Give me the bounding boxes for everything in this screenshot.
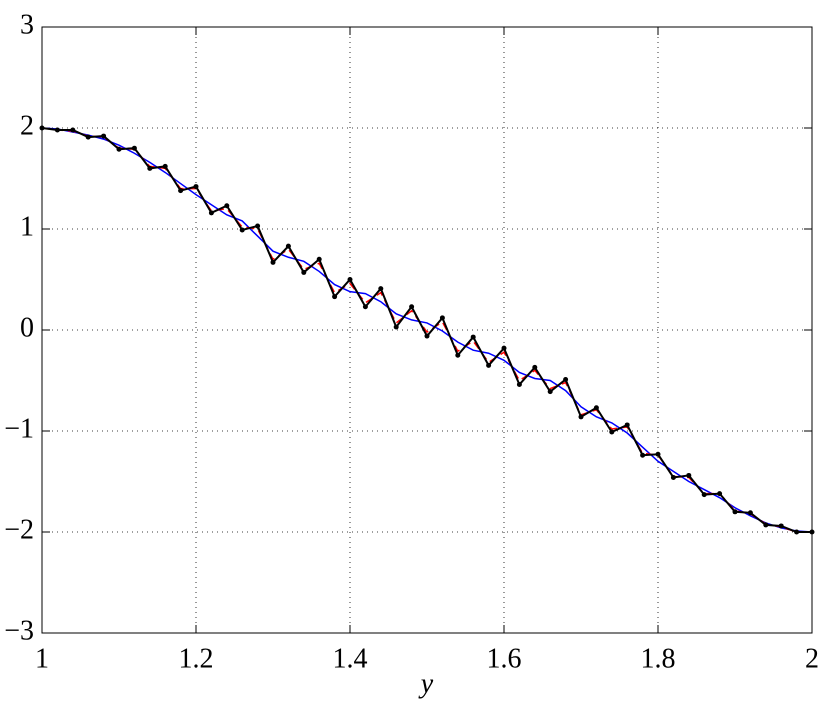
point: [655, 451, 661, 457]
point: [747, 510, 753, 516]
point: [763, 522, 769, 528]
point: [717, 491, 723, 497]
point: [131, 145, 137, 151]
point: [255, 223, 261, 229]
point: [332, 294, 338, 300]
point: [701, 492, 707, 498]
x-tick-label: 1: [35, 643, 49, 674]
point: [70, 127, 76, 133]
x-tick-label: 1.6: [487, 643, 522, 674]
y-tick-label: −2: [4, 514, 34, 545]
point: [809, 529, 815, 535]
point: [409, 304, 415, 310]
point: [501, 345, 507, 351]
point: [563, 376, 569, 382]
x-axis-label: y: [418, 668, 434, 699]
point: [532, 364, 538, 370]
point: [285, 243, 291, 249]
point: [609, 429, 615, 435]
point: [162, 163, 168, 169]
point: [239, 227, 245, 233]
point: [116, 146, 122, 152]
y-tick-label: −1: [4, 413, 34, 444]
point: [224, 203, 230, 209]
point: [347, 277, 353, 282]
point: [624, 422, 630, 428]
y-tick-label: 3: [20, 9, 34, 40]
point: [516, 382, 522, 388]
point: [301, 269, 307, 275]
point: [39, 125, 45, 131]
point: [316, 256, 322, 262]
point: [378, 286, 384, 292]
x-tick-label: 1.8: [641, 643, 676, 674]
y-tick-label: 2: [20, 110, 34, 141]
point: [486, 362, 492, 368]
point: [393, 324, 399, 330]
point: [362, 304, 368, 310]
point: [578, 414, 584, 420]
point: [424, 333, 430, 339]
point: [670, 474, 676, 480]
point: [147, 165, 153, 171]
point: [593, 405, 599, 411]
point: [270, 259, 276, 265]
point: [85, 134, 91, 140]
plot-frame: [41, 26, 813, 634]
point: [640, 452, 646, 458]
y-tick-label: −3: [4, 615, 34, 646]
point: [732, 509, 738, 515]
point: [178, 188, 184, 194]
x-tick-label: 2: [805, 643, 819, 674]
point: [101, 133, 107, 139]
point: [455, 352, 461, 358]
point: [208, 210, 214, 216]
y-tick-label: 0: [20, 312, 34, 343]
point: [778, 523, 784, 529]
point: [193, 184, 199, 190]
y-tick-label: 1: [20, 211, 34, 242]
point: [547, 389, 553, 395]
x-tick-label: 1.4: [333, 643, 368, 674]
point: [470, 334, 476, 340]
point: [439, 315, 445, 321]
x-tick-label: 1.2: [179, 643, 214, 674]
point: [794, 529, 800, 535]
point: [54, 127, 60, 133]
point: [686, 472, 692, 478]
